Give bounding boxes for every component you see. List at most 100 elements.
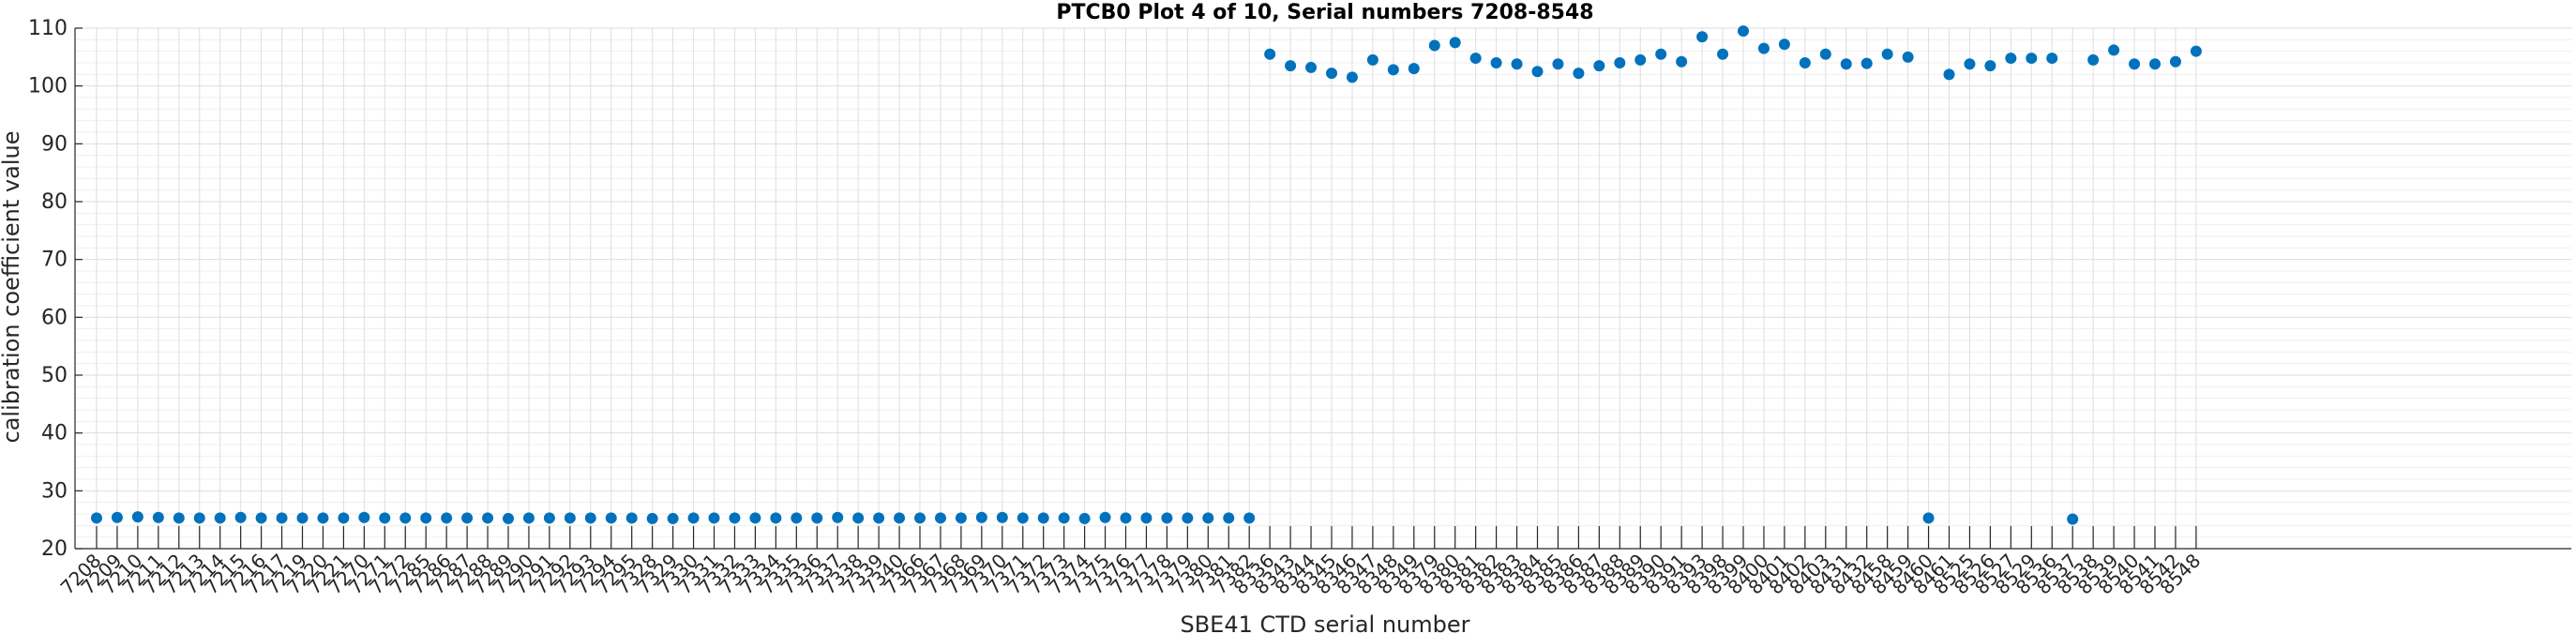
data-point: [914, 512, 926, 524]
y-tick-label: 90: [41, 132, 68, 156]
data-point: [1264, 48, 1276, 60]
data-point: [2087, 53, 2100, 66]
y-tick-label: 40: [41, 422, 68, 445]
data-point: [564, 512, 576, 524]
data-point: [1922, 512, 1935, 524]
data-point: [955, 512, 967, 524]
y-tick-label: 20: [41, 537, 68, 561]
data-point: [1058, 512, 1070, 524]
data-point: [625, 512, 638, 524]
data-point: [646, 512, 658, 524]
data-point: [1449, 37, 1461, 49]
data-point: [1943, 68, 1955, 81]
data-point: [1285, 60, 1297, 72]
data-point: [503, 512, 514, 524]
data-point: [482, 512, 494, 524]
data-point: [708, 512, 720, 524]
data-point: [131, 511, 143, 523]
data-point: [296, 512, 309, 524]
data-point: [1387, 64, 1399, 76]
data-point: [379, 512, 391, 524]
y-tick-label: 50: [41, 364, 68, 387]
data-point: [1202, 512, 1214, 524]
data-points: [91, 25, 2202, 525]
data-point: [2149, 58, 2161, 70]
x-axis-label: SBE41 CTD serial number: [1180, 611, 1469, 634]
data-point: [2108, 44, 2120, 56]
y-tick-label: 30: [41, 479, 68, 503]
data-point: [749, 512, 761, 524]
data-point: [1243, 512, 1256, 524]
data-point: [1676, 55, 1688, 68]
data-point: [1182, 512, 1194, 524]
data-point: [1326, 68, 1337, 80]
data-point: [1840, 58, 1852, 70]
data-point: [193, 512, 205, 524]
data-point: [255, 512, 267, 524]
data-point: [1428, 39, 1440, 52]
data-point: [1099, 511, 1111, 523]
y-tick-label: 100: [28, 75, 68, 98]
data-point: [2129, 58, 2141, 70]
data-point: [770, 512, 782, 524]
y-tick-label: 80: [41, 190, 68, 214]
y-tick-label: 70: [41, 249, 68, 272]
x-tick-labels: 7208720972107211721272137214721572167217…: [56, 550, 2206, 599]
data-point: [1120, 512, 1132, 524]
axes: [74, 27, 2571, 550]
data-point: [687, 512, 700, 524]
grid-lines: [75, 27, 2571, 550]
data-point: [522, 512, 535, 524]
data-point: [1511, 58, 1523, 70]
data-point: [1366, 53, 1378, 66]
data-point: [667, 512, 679, 524]
data-point: [791, 512, 803, 524]
data-point: [1305, 61, 1318, 73]
data-point: [441, 512, 453, 524]
data-point: [1655, 48, 1667, 60]
data-point: [1964, 58, 1976, 70]
data-point: [173, 512, 185, 524]
data-point: [852, 512, 865, 524]
data-point: [1078, 512, 1091, 524]
data-point: [91, 512, 102, 524]
data-point: [1037, 512, 1049, 524]
data-point: [2026, 53, 2038, 65]
data-point: [420, 512, 432, 524]
data-point: [1552, 58, 1564, 70]
data-point: [1799, 57, 1811, 68]
data-point: [543, 512, 555, 524]
data-point: [584, 512, 596, 524]
y-tick-label: 60: [41, 306, 68, 329]
data-point: [358, 511, 370, 523]
data-point: [2005, 53, 2017, 65]
y-tick-labels: 20 30 40 50 60 70 80 90 100 110: [28, 17, 68, 561]
data-point: [276, 512, 288, 524]
data-point: [461, 512, 474, 524]
data-point: [1634, 53, 1647, 66]
data-point: [975, 511, 987, 523]
data-point: [1717, 48, 1729, 60]
data-point: [1593, 60, 1605, 72]
data-point: [811, 512, 823, 524]
data-point: [1469, 53, 1482, 65]
data-point: [317, 512, 329, 524]
data-point: [1017, 512, 1029, 524]
data-point: [729, 512, 741, 524]
data-point: [1490, 57, 1502, 68]
data-point: [1984, 60, 1996, 72]
data-point: [1531, 66, 1544, 78]
data-point: [873, 512, 885, 524]
data-point: [152, 511, 164, 523]
data-point: [1223, 512, 1235, 524]
data-point: [338, 512, 350, 524]
data-point: [111, 511, 123, 523]
data-point: [1881, 48, 1893, 60]
data-point: [2046, 53, 2058, 65]
data-point: [1902, 51, 1914, 63]
data-point: [1161, 512, 1173, 524]
data-point: [214, 512, 226, 524]
y-tick-label: 110: [28, 17, 68, 40]
